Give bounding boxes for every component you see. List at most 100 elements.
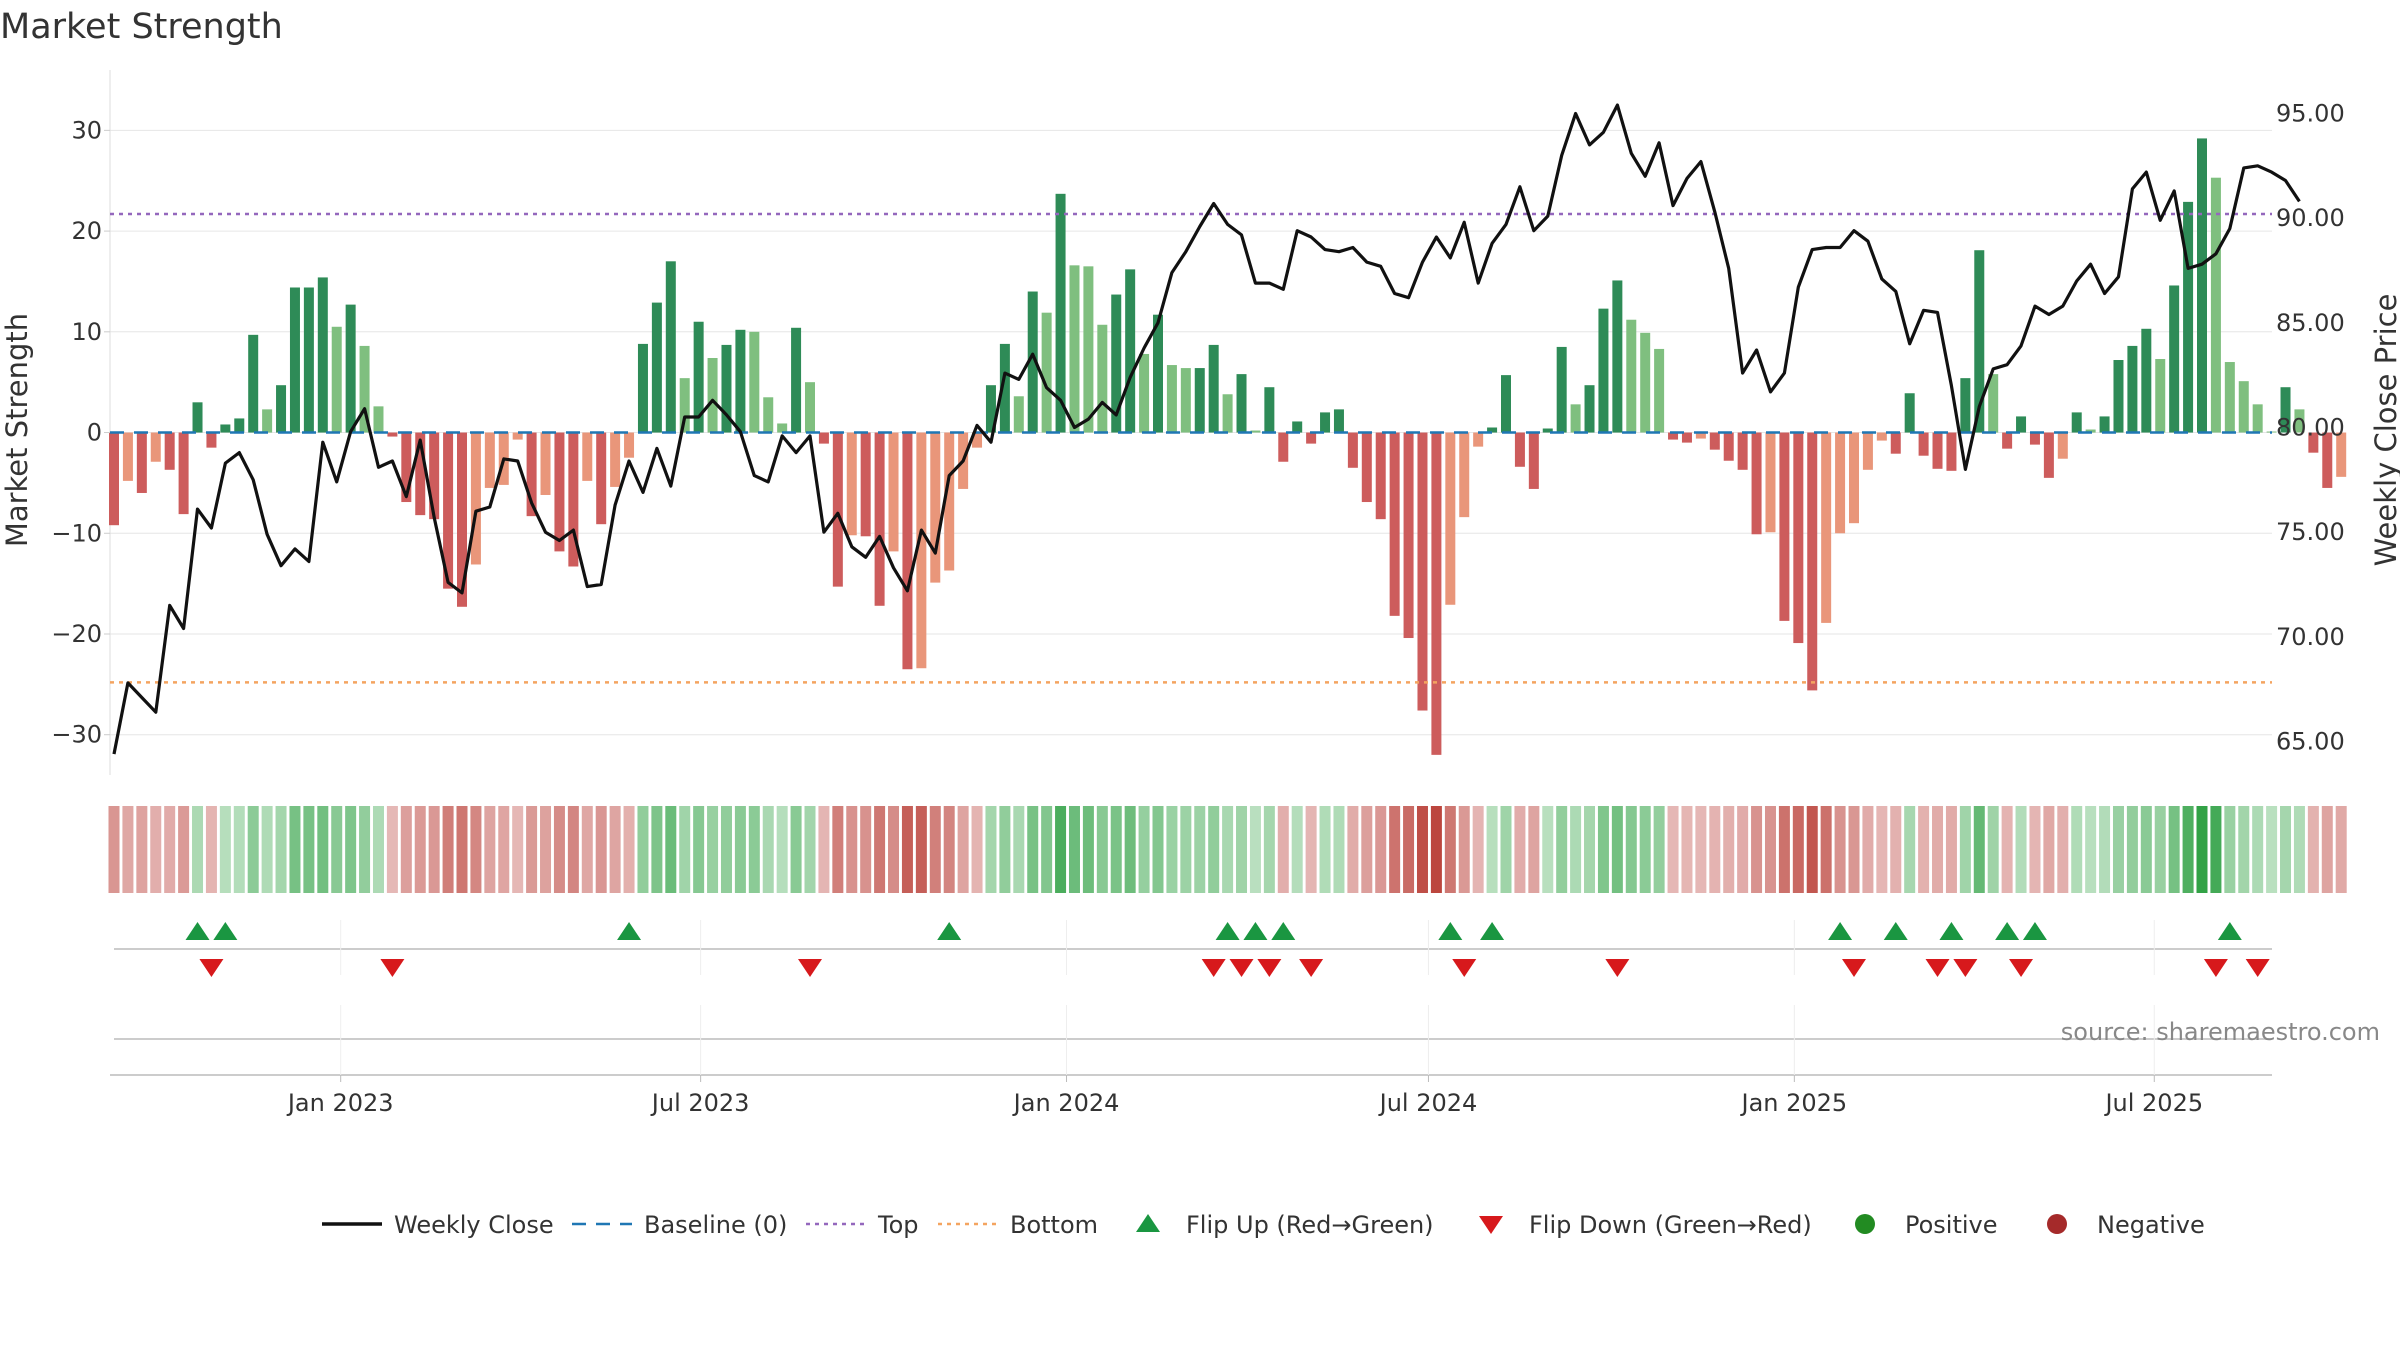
heat-cell (1625, 806, 1637, 893)
strength-bar (1918, 432, 1929, 456)
legend-swatch (1855, 1214, 1875, 1234)
strength-bar (930, 432, 941, 583)
heat-cell (1208, 806, 1220, 893)
strength-bar (192, 402, 203, 433)
heat-cell (1263, 806, 1275, 893)
strength-bar (1876, 432, 1887, 441)
strength-bar (1347, 432, 1358, 468)
heat-cell (1444, 806, 1456, 893)
strength-bar (554, 432, 565, 552)
heat-cell (776, 806, 788, 893)
heat-cell (2252, 806, 2264, 893)
strength-bar (1598, 308, 1609, 433)
flip-up-marker (1939, 922, 1964, 940)
strength-bar (944, 432, 955, 571)
strength-bar (721, 344, 732, 433)
flip-up-marker (1243, 922, 1268, 940)
strength-bar (276, 385, 287, 433)
y2-tick-label: 75.00 (2276, 518, 2345, 546)
strength-bar (1194, 368, 1205, 433)
strength-bar (2016, 416, 2027, 433)
heat-cell (1723, 806, 1735, 893)
heat-cell (985, 806, 997, 893)
heat-cell (359, 806, 371, 893)
strength-bar (1027, 291, 1038, 433)
heat-cell (1918, 806, 1930, 893)
strength-bar (610, 432, 621, 487)
strength-bar (1153, 314, 1163, 433)
strength-bar (846, 432, 857, 536)
strength-bar (596, 432, 607, 525)
y-tick-label: −20 (51, 620, 102, 648)
strength-bar (2252, 404, 2263, 433)
strength-bar (972, 432, 983, 448)
heat-cell (2140, 806, 2152, 893)
heat-cell (1959, 806, 1971, 893)
strength-bar (874, 432, 885, 606)
flip-up-marker (937, 922, 962, 940)
heat-cell (178, 806, 190, 893)
strength-bar (1584, 385, 1595, 433)
weekly-close-line (112, 103, 2301, 755)
heat-cell (1110, 806, 1122, 893)
heat-cell (1862, 806, 1874, 893)
y-tick-label: −10 (51, 519, 102, 547)
heat-cell (1778, 806, 1790, 893)
flip-down-marker (1201, 959, 1226, 977)
strength-bar (1932, 432, 1943, 469)
flip-down-marker (2009, 959, 2034, 977)
strength-bar (1375, 432, 1386, 520)
heat-cell (915, 806, 927, 893)
heat-cell (1792, 806, 1804, 893)
heat-cell (1458, 806, 1470, 893)
strength-bar (1097, 324, 1108, 433)
heat-cell (1277, 806, 1289, 893)
heat-cell (1416, 806, 1428, 893)
strength-bar (289, 287, 300, 433)
strength-bar (387, 432, 398, 437)
heat-cell (1055, 806, 1067, 893)
heat-cell (623, 806, 635, 893)
heat-cell (1138, 806, 1150, 893)
heat-cell (1987, 806, 1999, 893)
heat-cell (1222, 806, 1234, 893)
strength-bar (1083, 266, 1094, 433)
heat-cell (317, 806, 329, 893)
strength-bar (1306, 432, 1317, 444)
heat-cell (1737, 806, 1749, 893)
heat-cell (2015, 806, 2027, 893)
strength-bars (109, 138, 2347, 755)
strength-bar (1236, 374, 1247, 433)
y-axis-label: Market Strength (0, 313, 34, 547)
heat-cell (1973, 806, 1985, 893)
y-tick-label: 10 (71, 318, 102, 346)
source-credit: source: sharemaestro.com (2061, 1018, 2380, 1046)
strength-bar (1389, 432, 1400, 616)
heat-cell (832, 806, 844, 893)
strength-bar (1111, 294, 1122, 433)
strength-bar (1139, 353, 1150, 433)
strength-bar (1069, 265, 1080, 433)
heat-cell (205, 806, 217, 893)
strength-bar (345, 304, 356, 433)
heat-cell (1068, 806, 1080, 893)
heat-cell (2001, 806, 2013, 893)
heat-cell (2224, 806, 2236, 893)
heat-cell (1653, 806, 1665, 893)
reference-lines (110, 212, 2272, 684)
heat-cell (303, 806, 315, 893)
flip-down-marker (798, 959, 822, 977)
heat-cell (2238, 806, 2250, 893)
x-tick-label: Jul 2025 (2103, 1089, 2203, 1117)
heat-cell (1124, 806, 1136, 893)
strength-bar (791, 327, 802, 433)
strength-bar (1250, 430, 1261, 433)
legend-label: Flip Up (Red→Green) (1186, 1211, 1434, 1239)
heat-cell (874, 806, 886, 893)
strength-bar (1055, 193, 1066, 433)
heat-cell (1834, 806, 1846, 893)
heat-cell (1556, 806, 1568, 893)
heat-cell (1639, 806, 1651, 893)
legend-label: Positive (1905, 1211, 1998, 1239)
y2-tick-label: 95.00 (2276, 99, 2345, 127)
